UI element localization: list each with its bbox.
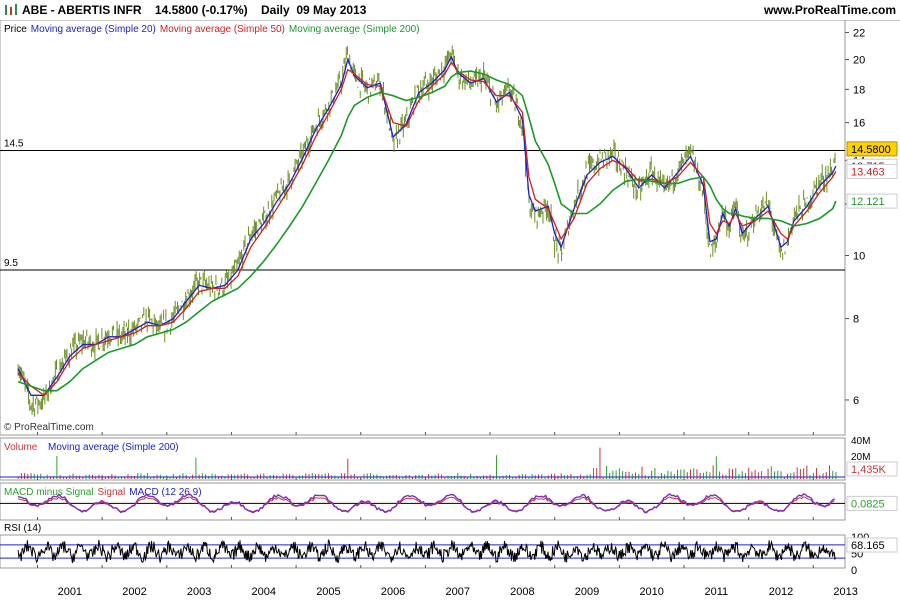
legend-item-2: Moving average (Simple 50) [160,24,285,35]
rsi-value-box [846,537,898,553]
watermark: © ProRealTime.com [4,422,94,433]
value-box-price [846,141,898,157]
macd-legend-0: MACD minus Signal [4,487,93,498]
level-label-1: 9.5 [4,258,18,269]
value-box-ma50 [846,163,898,179]
y-tick-label-2: 10 [853,250,865,262]
y-tick-label-1: 8 [853,314,859,326]
volume-legend-0: Volume [4,442,38,453]
legend-item-0: Price [4,24,27,35]
x-tick-label-7: 2008 [510,586,534,598]
macd-legend-2: MACD (12 26 9) [129,487,201,498]
volume-value-box [846,461,898,477]
volume-panel [0,437,846,481]
instrument-header: ABE - ABERTIS INFR 14.5800 (-0.17%) Dail… [22,3,366,17]
x-tick-label-3: 2004 [252,586,276,598]
ma-line-2 [17,70,837,392]
value-label-ma200: 12.121 [851,196,885,208]
x-tick-label-10: 2011 [705,586,729,598]
volume-tick-1: 20M [851,452,870,463]
candlestick-icon [5,4,17,15]
value-label-ma50: 13.463 [851,166,885,178]
rsi-value-label: 68.165 [851,540,885,552]
x-tick-label-4: 2005 [316,586,340,598]
macd-line [17,493,835,514]
chart-period: Daily 09 May 2013 [260,3,367,17]
x-tick-label-0: 2001 [58,586,82,598]
x-tick-label-1: 2002 [122,586,146,598]
y-tick-label-6: 18 [853,84,865,96]
x-tick-label-5: 2006 [381,586,405,598]
legend-item-3: Moving average (Simple 200) [289,24,420,35]
x-tick-label-8: 2009 [575,586,599,598]
volume-value-label: 1,435K [851,464,887,476]
volume-legend-1: Moving average (Simple 200) [48,442,179,453]
instrument-price: 14.5800 (-0.17%) [154,3,248,17]
x-tick-label-9: 2010 [639,586,663,598]
x-tick-label-12: 2013 [833,586,857,598]
y-tick-label-8: 22 [853,28,865,40]
level-label-0: 14.5 [4,138,24,149]
rsi-legend: RSI (14) [4,523,41,534]
macd-legend-1: Signal [97,487,125,498]
x-tick-label-11: 2012 [769,586,793,598]
rsi-line [17,538,837,564]
y-tick-label-5: 16 [853,118,865,130]
legend-item-1: Moving average (Simple 20) [31,24,156,35]
volume-tick-0: 40M [851,436,870,447]
value-label-price: 14.5800 [851,144,891,156]
chart-canvas[interactable]: 2001 2002 2003 2004 2005 2006 2007 2008 2009 2010… [0,20,900,600]
rsi-tick-2: 0 [851,565,857,577]
y-tick-label-0: 6 [853,395,859,407]
value-box-ma200 [846,193,898,209]
ma-line-1 [17,61,837,397]
instrument-symbol: ABE - ABERTIS INFR [22,3,142,17]
x-tick-label-2: 2003 [187,586,211,598]
macd-value-box [846,495,898,511]
website-link[interactable]: www.ProRealTime.com [763,3,896,17]
title-bar: ABE - ABERTIS INFR 14.5800 (-0.17%) Dail… [0,0,900,21]
y-tick-label-7: 20 [853,55,865,67]
x-tick-label-6: 2007 [445,586,469,598]
macd-value-label: 0.0825 [851,498,885,510]
